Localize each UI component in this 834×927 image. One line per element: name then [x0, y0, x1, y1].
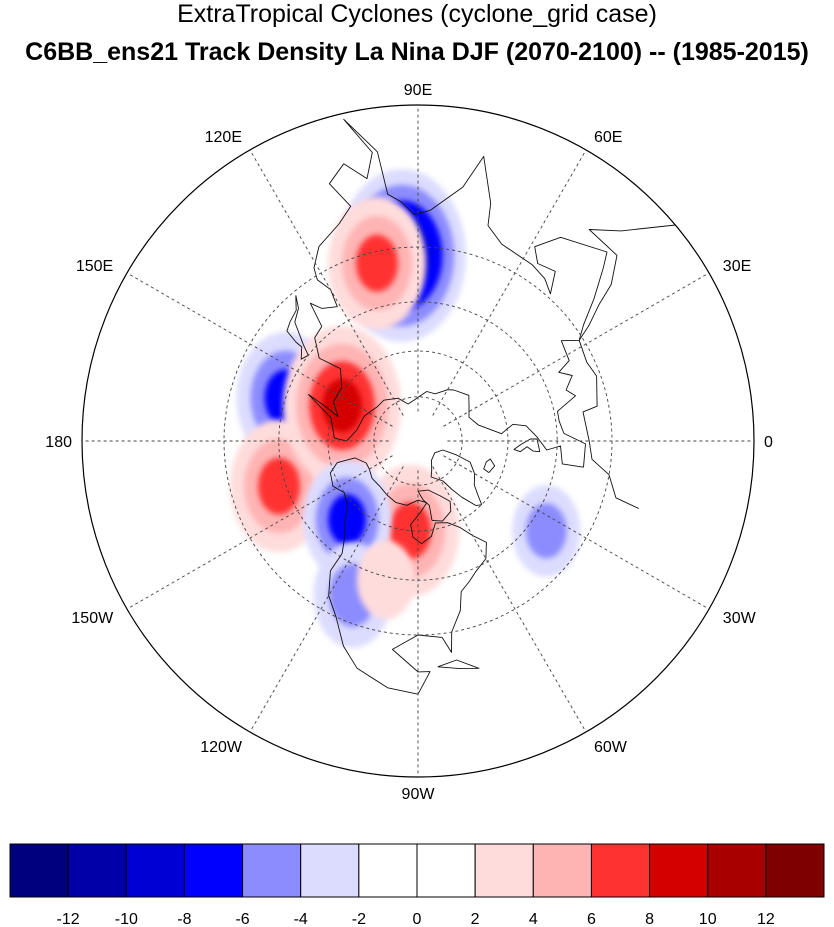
colorbar-tick-label: 0: [413, 911, 422, 927]
longitude-label: 150W: [71, 610, 114, 627]
colorbar-tick-label: -4: [294, 911, 308, 927]
colorbar-swatch: [67, 843, 127, 898]
colorbar-swatch: [242, 843, 302, 898]
colorbar-tick-label: -2: [352, 911, 366, 927]
colorbar-tick-label: -6: [235, 911, 249, 927]
anomaly-contour: [356, 540, 415, 620]
coastline: [483, 458, 496, 473]
longitude-label: 180: [45, 434, 72, 451]
graticule: [82, 105, 754, 777]
coastline: [328, 457, 487, 695]
colorbar-tick-label: 2: [471, 911, 480, 927]
colorbar-tick-label: 12: [757, 911, 775, 927]
colorbar-tick-label: 4: [529, 911, 538, 927]
chart-title: ExtraTropical Cyclones (cyclone_grid cas…: [177, 0, 657, 28]
longitude-label: 30W: [723, 610, 757, 627]
colorbar-swatch: [765, 843, 825, 898]
colorbar-swatch: [532, 843, 592, 898]
longitude-label: 90E: [404, 82, 432, 99]
anomaly-contour: [328, 494, 366, 546]
longitude-label: 150E: [76, 258, 113, 275]
colorbar-swatch: [590, 843, 651, 898]
longitude-label: 90W: [402, 786, 436, 803]
anomaly-contour: [389, 502, 432, 560]
colorbar-swatch: [358, 843, 418, 898]
colorbar-tick-label: 6: [587, 911, 596, 927]
longitude-label: 60E: [594, 129, 622, 146]
colorbar-swatch: [183, 843, 244, 898]
anomaly-contour: [525, 503, 567, 559]
colorbar-tick-label: 10: [699, 911, 717, 927]
colorbar-swatch: [125, 843, 185, 898]
coastline: [513, 438, 541, 453]
longitude-label: 120E: [205, 129, 242, 146]
colorbar-swatch: [707, 843, 767, 898]
coastlines: [286, 118, 676, 695]
colorbar-tick-label: -10: [115, 911, 138, 927]
colorbar-swatch: [9, 843, 69, 898]
coastline: [308, 118, 608, 468]
longitude-label: 120W: [200, 739, 243, 756]
coastline: [417, 489, 452, 522]
meridian-line: [443, 272, 710, 427]
colorbar-swatch: [300, 843, 360, 898]
anomaly-contour: [356, 234, 398, 292]
anomaly-field: [230, 169, 581, 648]
coastline: [578, 224, 676, 509]
anomaly-contour: [322, 379, 362, 433]
coastline: [437, 659, 480, 669]
colorbar-tick-label: -12: [57, 911, 80, 927]
longitude-label: 60W: [594, 739, 628, 756]
colorbar-swatch: [649, 843, 709, 898]
longitude-label: 0: [764, 434, 773, 451]
colorbar: -12 -10 -8 -6 -4 -2 0 2 4 6 8 10 12: [9, 843, 825, 927]
longitude-labels: 90E 60E 30E 0 30W 60W 90W 120W 150W 180 150E 120E: [45, 82, 773, 803]
coastline: [286, 295, 309, 360]
colorbar-tick-label: -8: [177, 911, 191, 927]
chart-subtitle: C6BB_ens21 Track Density La Nina DJF (20…: [25, 38, 809, 66]
longitude-label: 30E: [723, 258, 751, 275]
coastline: [430, 449, 483, 507]
map-boundary: [81, 104, 755, 778]
colorbar-swatch: [416, 843, 476, 898]
anomaly-contour: [258, 457, 301, 515]
colorbar-swatch: [474, 843, 534, 898]
colorbar-tick-label: 8: [645, 911, 654, 927]
